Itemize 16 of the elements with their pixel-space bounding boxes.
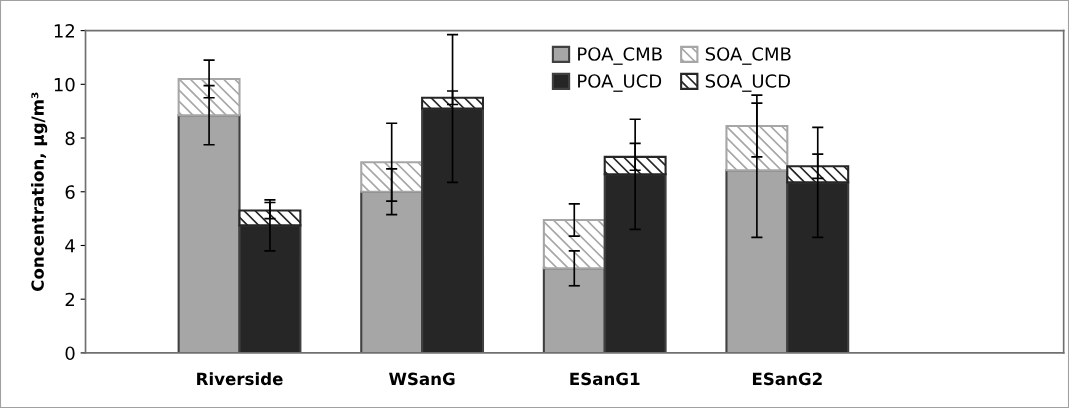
legend-label: POA_CMB [578, 47, 662, 65]
y-tick-label: 8 [65, 131, 75, 146]
y-tick-label: 12 [54, 24, 74, 38]
y-tick-label: 2 [65, 292, 74, 307]
y-tick-label: 0 [65, 346, 75, 361]
text: WSanG [389, 372, 455, 386]
legend-label: POA_UCD [578, 74, 662, 92]
y-tick-label: 6 [65, 185, 75, 199]
y-tick-label: 10 [54, 77, 75, 92]
text: ESanG1 [570, 372, 640, 386]
text: Riverside [197, 372, 283, 386]
text: ESanG2 [752, 372, 822, 386]
legend-label: SOA_CMB [705, 47, 791, 65]
legend-label: SOA_UCD [705, 74, 791, 92]
y-tick-label: 4 [65, 239, 75, 253]
y-axis-title: Concentration, µg/m³ [31, 92, 48, 291]
